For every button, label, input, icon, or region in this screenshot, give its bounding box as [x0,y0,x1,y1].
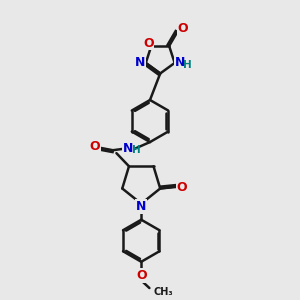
Text: N: N [135,56,145,69]
Text: O: O [143,37,154,50]
Text: O: O [176,181,187,194]
Text: N: N [123,142,133,155]
Text: O: O [136,269,147,282]
Text: O: O [177,22,188,35]
Text: N: N [136,200,146,213]
Text: H: H [183,60,192,70]
Text: O: O [89,140,100,153]
Text: H: H [132,145,141,155]
Text: CH₃: CH₃ [154,286,173,297]
Text: N: N [175,56,185,69]
